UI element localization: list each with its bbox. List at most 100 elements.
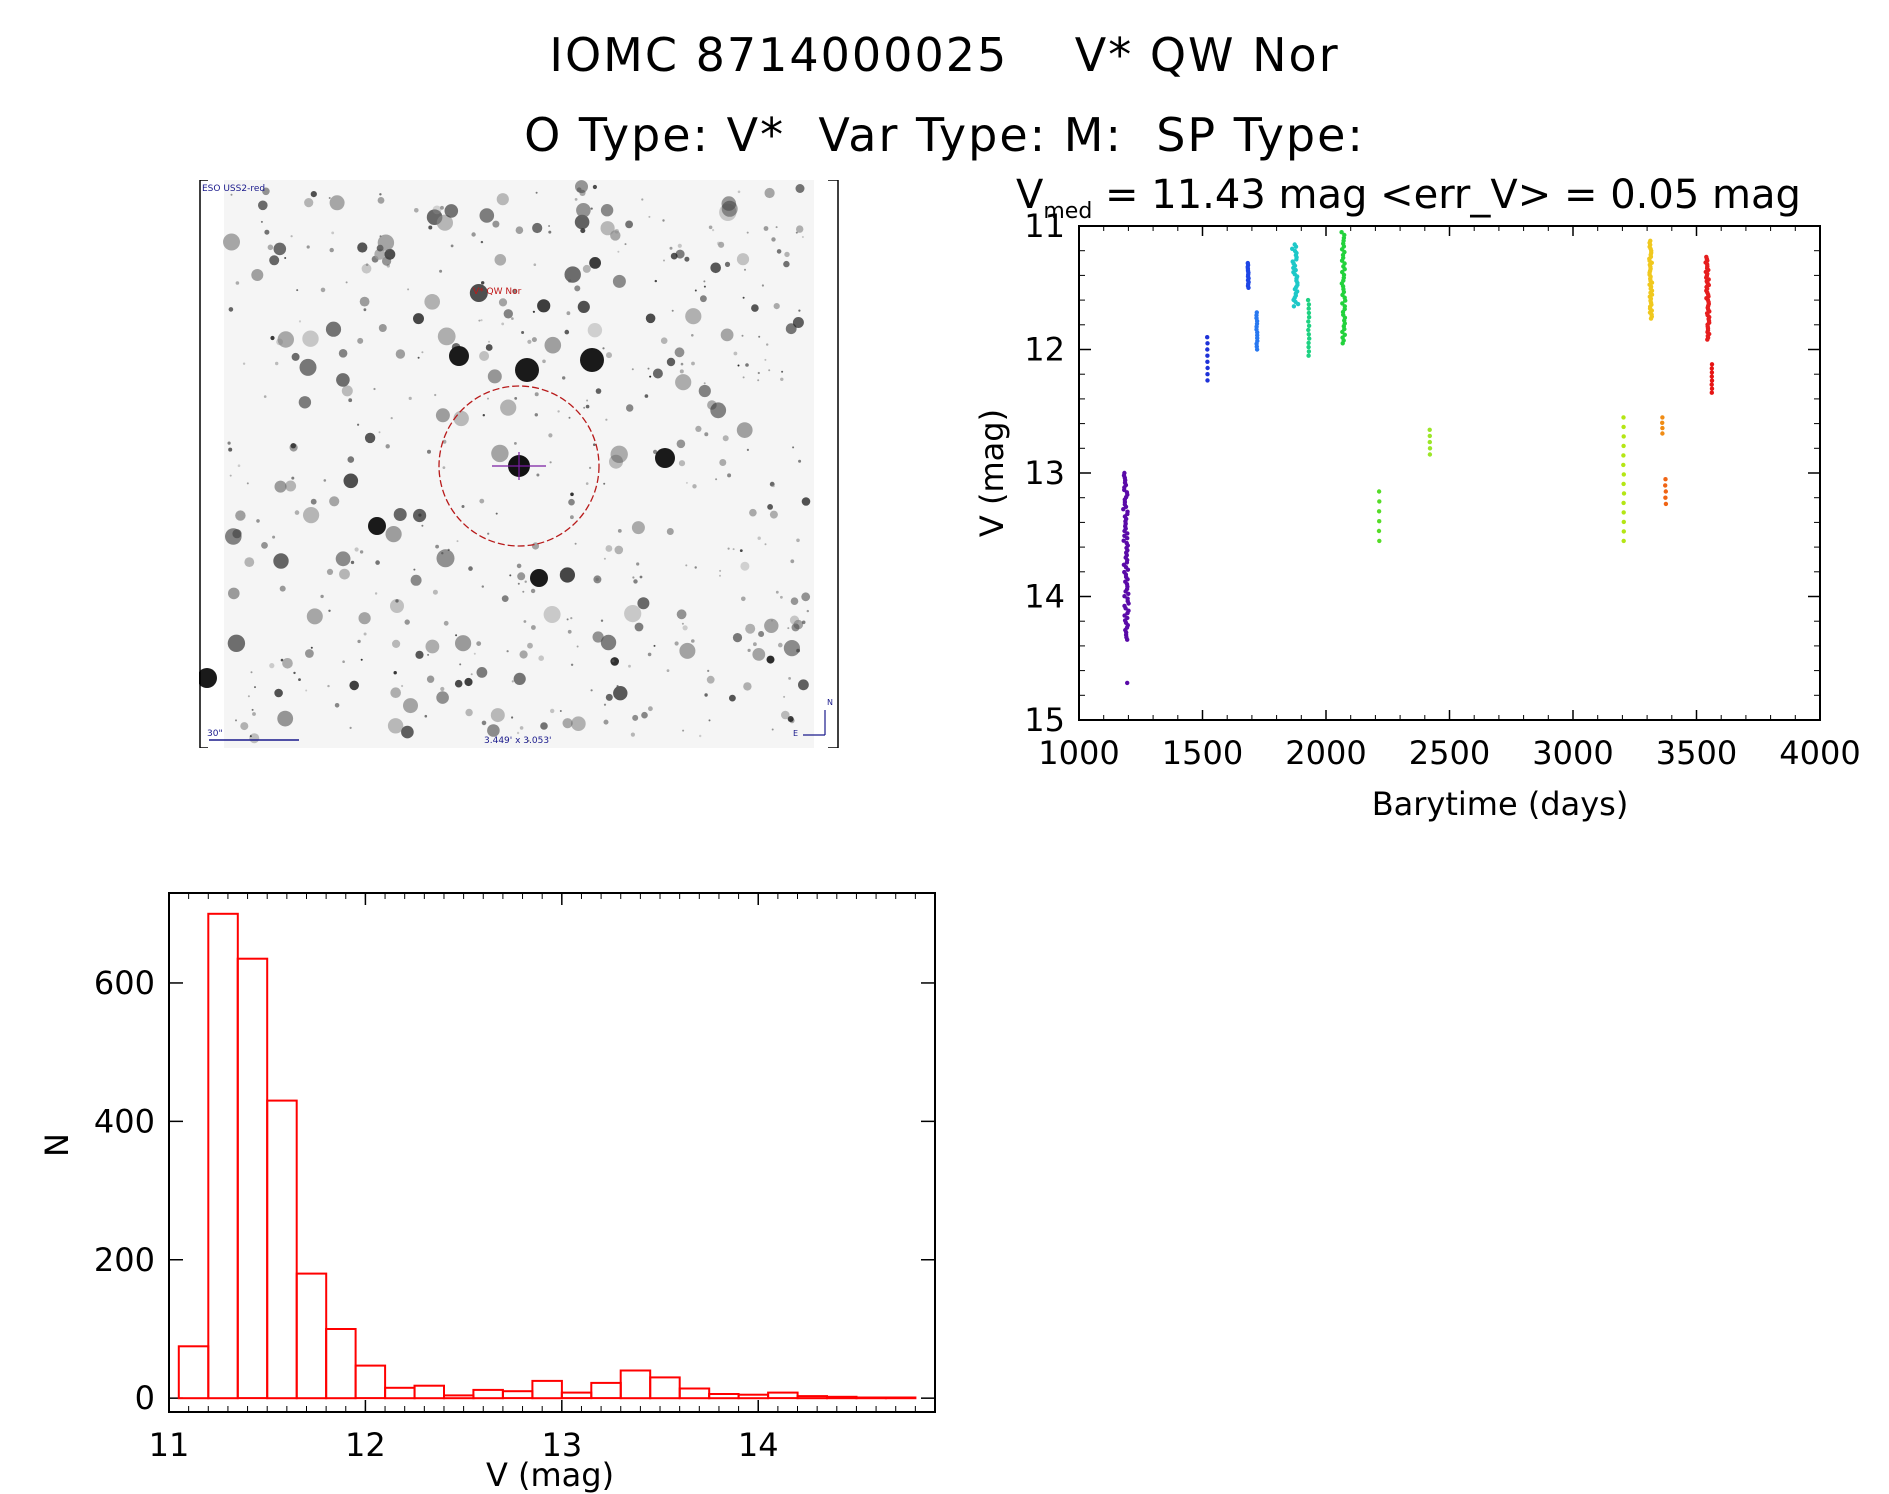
star <box>476 667 488 678</box>
star <box>639 575 643 579</box>
star <box>256 519 260 523</box>
star <box>247 695 250 698</box>
star <box>491 444 509 463</box>
star <box>764 187 775 199</box>
histogram-bar <box>531 1379 563 1400</box>
star <box>792 446 795 449</box>
star <box>677 243 682 248</box>
star <box>605 418 608 421</box>
star <box>662 219 665 222</box>
star <box>740 561 750 571</box>
star <box>363 308 367 312</box>
star <box>600 619 604 622</box>
star <box>692 484 697 489</box>
star <box>440 686 445 692</box>
data-point <box>1306 344 1311 350</box>
star <box>712 229 715 232</box>
star <box>669 246 673 250</box>
star <box>768 369 771 372</box>
star <box>424 714 428 718</box>
star <box>562 718 573 729</box>
light-curve-title-subscript: med <box>1043 199 1092 224</box>
star <box>251 708 254 711</box>
star <box>490 708 505 723</box>
star <box>542 359 546 364</box>
star <box>298 320 302 323</box>
star <box>377 234 395 251</box>
star <box>441 552 444 555</box>
data-point-outlier <box>1125 680 1130 686</box>
star <box>310 646 313 649</box>
star <box>454 679 463 688</box>
star <box>392 639 401 648</box>
star <box>568 416 571 419</box>
star <box>720 328 734 342</box>
star <box>473 652 476 655</box>
star <box>791 623 800 632</box>
star <box>249 735 252 738</box>
star <box>564 329 570 335</box>
y-tick-label: 0 <box>135 1379 155 1417</box>
star <box>252 712 256 716</box>
star <box>468 566 473 571</box>
star <box>279 585 286 592</box>
star <box>761 284 765 287</box>
star <box>413 568 416 571</box>
star <box>250 671 253 674</box>
histogram-bar <box>177 1345 210 1400</box>
target-circle <box>438 385 600 547</box>
light-curve-title-prefix: V <box>1016 172 1044 218</box>
star <box>732 633 743 643</box>
star <box>721 196 737 211</box>
data-point <box>1340 341 1345 346</box>
y-tick-label: 13 <box>1024 454 1065 492</box>
star <box>540 722 548 730</box>
histogram-bar <box>295 1272 328 1400</box>
star <box>421 524 424 527</box>
star <box>644 394 649 398</box>
histogram-bar <box>413 1384 445 1400</box>
star <box>498 298 508 307</box>
star <box>276 338 283 346</box>
data-point <box>1376 489 1382 494</box>
star <box>614 545 624 555</box>
star <box>641 198 644 201</box>
data-point <box>1660 420 1665 425</box>
north-label: N <box>827 698 833 707</box>
data-point <box>1123 606 1128 611</box>
star <box>708 225 713 230</box>
star <box>415 650 424 659</box>
star <box>685 308 702 325</box>
star <box>790 559 795 564</box>
data-point <box>1377 499 1382 504</box>
star <box>417 356 420 359</box>
star <box>361 263 372 274</box>
star <box>757 379 760 382</box>
star <box>470 673 473 676</box>
histogram-bar <box>678 1387 711 1400</box>
star <box>610 230 621 241</box>
star <box>544 336 562 354</box>
star <box>329 247 334 253</box>
star <box>612 274 626 288</box>
star <box>641 711 648 719</box>
star <box>228 447 233 452</box>
star <box>258 200 268 211</box>
data-point <box>1376 509 1382 514</box>
data-point <box>1306 353 1311 358</box>
star <box>648 706 653 712</box>
data-point <box>1305 297 1311 303</box>
star <box>421 351 424 354</box>
data-point <box>1621 472 1627 477</box>
star <box>559 567 575 583</box>
data-point <box>1705 337 1710 342</box>
star <box>676 609 687 620</box>
star <box>737 190 741 194</box>
star <box>228 307 234 312</box>
star <box>464 677 473 687</box>
histogram-bar <box>767 1391 799 1400</box>
star <box>480 240 484 244</box>
star <box>634 622 644 632</box>
star <box>413 313 424 325</box>
star <box>708 719 711 722</box>
